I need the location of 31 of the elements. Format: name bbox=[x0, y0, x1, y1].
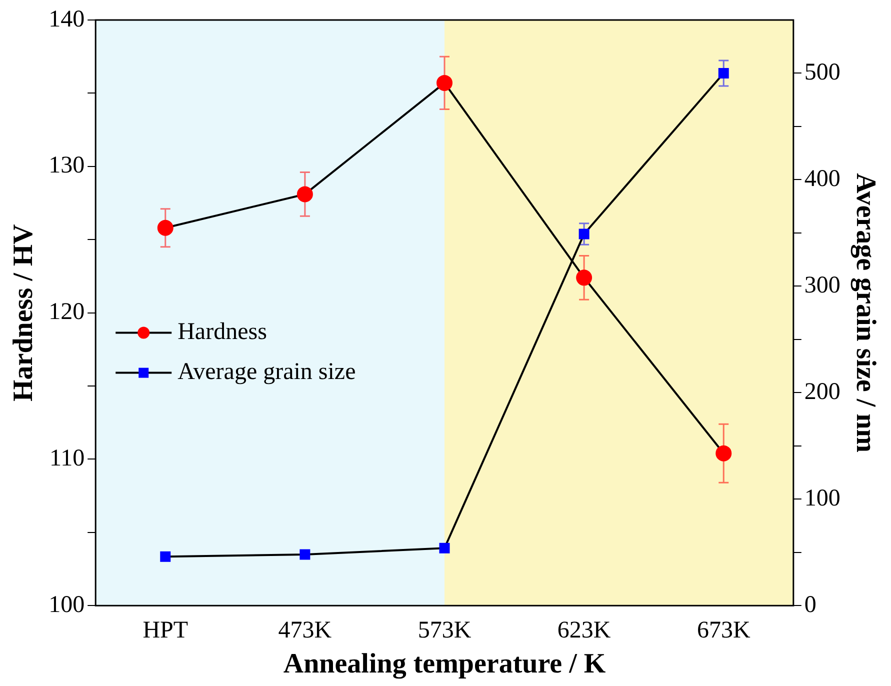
y2-tick-label: 0 bbox=[804, 592, 816, 618]
x-tick-label: 673K bbox=[696, 617, 751, 644]
point bbox=[576, 270, 592, 286]
y-tick-label: 110 bbox=[49, 445, 85, 472]
legend-label: Average grain size bbox=[178, 359, 356, 386]
y-axis-title: Hardness / HV bbox=[8, 224, 40, 402]
y2-tick-label: 500 bbox=[804, 60, 840, 86]
point bbox=[436, 74, 452, 91]
y-tick-label: 120 bbox=[48, 299, 85, 326]
y2-tick-label: 400 bbox=[804, 166, 840, 192]
y2-axis-title: Average grain size / nm bbox=[850, 173, 881, 453]
x-axis-title: Annealing temperature / K bbox=[283, 648, 606, 680]
x-tick-label: 573K bbox=[418, 617, 472, 644]
y2-tick-label: 200 bbox=[804, 378, 840, 405]
y2-tick-label: 100 bbox=[804, 485, 840, 512]
x-tick-label: 623K bbox=[557, 617, 612, 644]
y-tick-label: 100 bbox=[48, 592, 85, 618]
point bbox=[300, 549, 310, 560]
y-tick-label: 140 bbox=[48, 6, 85, 32]
legend-label: Hardness bbox=[178, 319, 267, 346]
point bbox=[296, 186, 313, 202]
point bbox=[716, 445, 732, 462]
y-tick-label: 130 bbox=[48, 152, 85, 179]
point bbox=[160, 551, 171, 562]
y2-tick-label: 300 bbox=[804, 272, 840, 298]
x-tick-label: 473K bbox=[278, 617, 332, 644]
point bbox=[718, 68, 729, 78]
x-tick-label: HPT bbox=[142, 617, 188, 644]
point bbox=[439, 542, 450, 554]
point bbox=[157, 220, 174, 236]
point bbox=[578, 228, 590, 240]
